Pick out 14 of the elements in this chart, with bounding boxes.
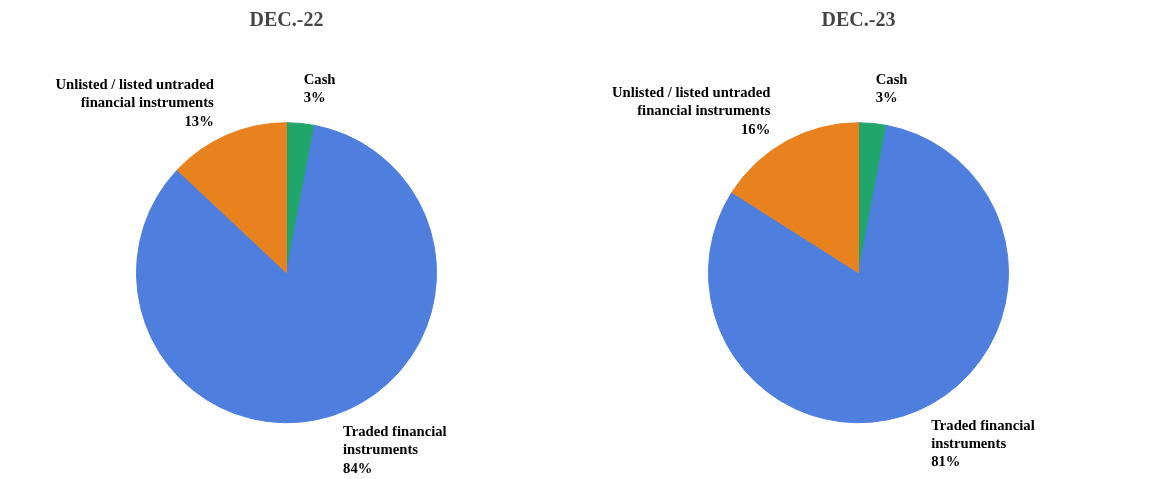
slice-label: Cash: [875, 70, 908, 87]
slice-label: Traded financial instruments: [343, 422, 447, 458]
chart-title: DEC.-23: [821, 7, 896, 30]
data-label: 16%: [741, 120, 771, 137]
slice-label: Unlisted / listed untraded financial instruments: [611, 83, 771, 119]
chart-title: DEC.-22: [249, 7, 324, 30]
slice-label: Unlisted / listed untraded financial instruments: [55, 76, 215, 111]
data-label: 81%: [931, 453, 961, 470]
data-label: 84%: [343, 459, 373, 476]
data-label: 13%: [184, 112, 214, 129]
slice-label: Traded financial instruments: [931, 416, 1035, 452]
data-label: 3%: [875, 89, 898, 106]
slice-label: Cash: [303, 70, 336, 87]
data-label: 3%: [303, 89, 326, 106]
